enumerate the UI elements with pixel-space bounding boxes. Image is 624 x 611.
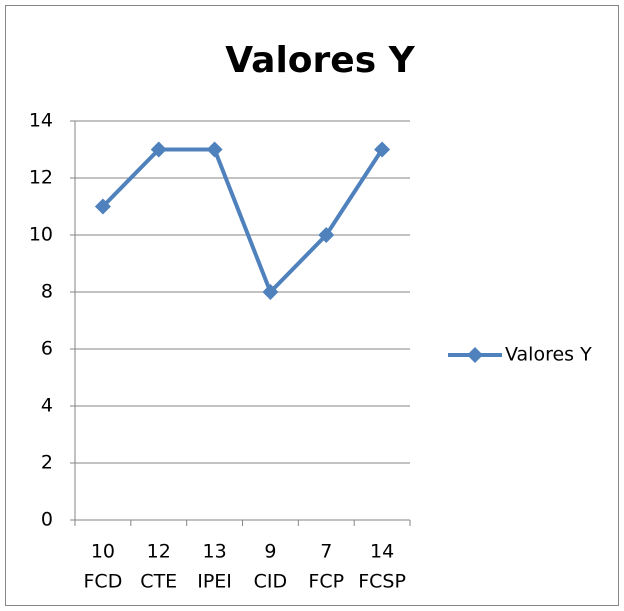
marker [318,227,335,243]
y-tick-label: 10 [29,224,53,246]
chart-title: Valores Y [225,40,415,81]
y-tick-label: 8 [41,281,53,303]
x-tick-label: 14 [370,541,394,563]
x-tick-label: 12 [147,541,171,563]
y-tick-label: 0 [41,509,53,531]
x-tick-label: CTE [140,571,177,593]
line [101,147,384,294]
y-tick-label: 14 [29,110,53,132]
marker [206,141,223,158]
marker [374,141,391,158]
legend-label: Valores Y [505,344,592,366]
marker [262,284,279,300]
x-tick-label: FCSP [358,571,406,593]
y-tick-label: 12 [29,167,53,189]
x-tick-label: 9 [264,541,276,563]
y-tick-label: 4 [41,395,53,417]
x-tick-label: 7 [320,541,332,563]
x-tick-label: 13 [202,541,226,563]
x-tick-label: FCD [84,571,123,593]
x-tick-label: FCP [308,571,344,593]
x-tick-label: 10 [91,541,115,563]
marker [150,141,167,158]
x-tick-label: IPEI [197,571,232,593]
y-tick-label: 6 [41,338,53,360]
x-tick-label: CID [254,571,288,593]
chart-border [5,5,619,606]
y-tick-label: 2 [41,452,53,474]
legend-marker [467,347,483,363]
marker [94,198,111,215]
